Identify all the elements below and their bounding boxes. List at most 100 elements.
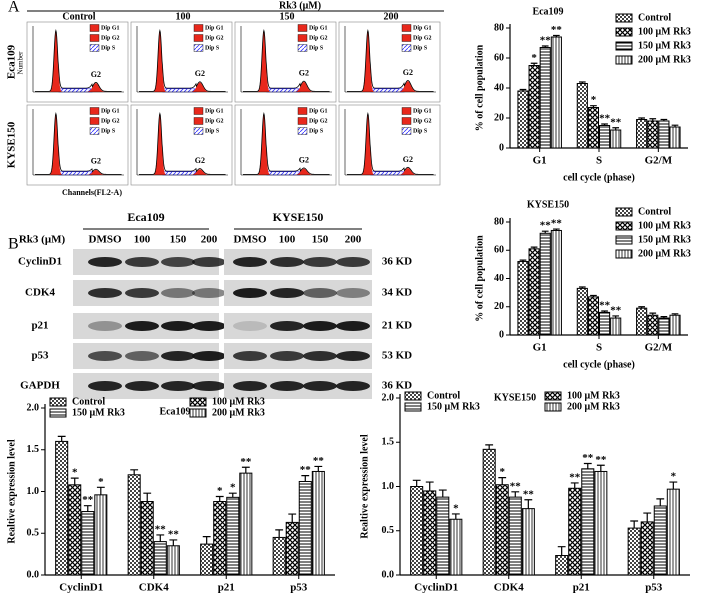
- error-bar: [530, 246, 538, 249]
- label: **: [155, 523, 167, 535]
- legend-swatch: [615, 207, 633, 217]
- error-bar: [96, 486, 105, 495]
- band: [192, 321, 226, 331]
- legend-swatch: [297, 117, 308, 125]
- label: *: [453, 502, 459, 514]
- label: 40: [494, 273, 504, 284]
- legend-swatch: [89, 127, 100, 135]
- label: **: [313, 455, 325, 467]
- error-bar: [498, 477, 507, 485]
- label: 0: [499, 142, 504, 153]
- label: Dip G1: [205, 108, 224, 114]
- band: [192, 257, 226, 267]
- legend-swatch: [49, 397, 67, 407]
- error-bar: [519, 88, 527, 91]
- error-bar: [83, 505, 92, 512]
- bar: [636, 119, 648, 149]
- legend-swatch: [401, 127, 412, 135]
- bar: [449, 518, 463, 576]
- bar: [200, 543, 214, 576]
- label: *: [72, 467, 78, 479]
- bar: [610, 317, 622, 336]
- label: 200 μM Rk3: [567, 401, 620, 412]
- dip-g1: [151, 114, 169, 175]
- dip-s: [266, 88, 301, 93]
- error-bar: [202, 535, 211, 545]
- band: [192, 381, 226, 391]
- label: **: [595, 454, 607, 466]
- label: *: [671, 471, 677, 483]
- error-bar: [438, 489, 447, 498]
- error-bar: [660, 118, 668, 121]
- error-bar: [412, 479, 421, 487]
- label: Dip S: [205, 128, 220, 134]
- label: G2: [195, 156, 205, 165]
- error-bar: [630, 520, 639, 529]
- label: 100: [176, 11, 191, 22]
- label: Control: [638, 12, 671, 23]
- legend-swatch: [401, 34, 412, 42]
- outline: [35, 111, 122, 175]
- label: 0.5: [382, 525, 395, 536]
- label: Eca109: [532, 6, 563, 17]
- dip-g2: [85, 83, 107, 92]
- label: G2: [91, 157, 101, 166]
- dip-g1: [47, 31, 65, 92]
- bar: [587, 296, 599, 336]
- bar: [666, 488, 680, 576]
- error-bar: [511, 491, 520, 498]
- bar: [239, 472, 253, 576]
- legend-swatch: [297, 44, 308, 52]
- label: **: [540, 35, 552, 47]
- dip-g1: [255, 114, 273, 175]
- label: Dip G2: [101, 118, 120, 124]
- band: [192, 351, 226, 361]
- label: **: [569, 471, 581, 483]
- dip-g1: [47, 114, 65, 175]
- label: G2: [299, 155, 309, 164]
- label: CyclinD1: [414, 582, 458, 594]
- label: *: [591, 94, 597, 106]
- legend-swatch: [89, 117, 100, 125]
- bar: [285, 521, 299, 576]
- error-bar: [57, 435, 66, 442]
- band: [125, 381, 159, 391]
- error-bar: [130, 469, 139, 475]
- band: [88, 321, 122, 331]
- bar: [640, 521, 654, 576]
- label: Control: [62, 11, 95, 22]
- error-bar: [530, 62, 538, 66]
- error-bar: [660, 316, 668, 319]
- outline: [35, 28, 122, 92]
- label: G2: [299, 69, 309, 78]
- label: **: [300, 464, 312, 476]
- band: [161, 321, 195, 331]
- dip-g1: [359, 114, 377, 175]
- bar: [568, 487, 582, 576]
- label: S: [596, 155, 602, 167]
- label: KYSE150: [494, 392, 536, 403]
- label: 200: [384, 11, 399, 22]
- bar: [550, 229, 562, 336]
- error-bar: [671, 313, 679, 316]
- dip-s: [266, 171, 301, 176]
- bar: [647, 120, 659, 149]
- label: 53 KD: [382, 350, 412, 362]
- error-bar: [541, 230, 549, 234]
- error-bar: [601, 310, 608, 313]
- error-bar: [601, 123, 608, 126]
- label: 20: [494, 112, 504, 123]
- bar: [555, 555, 569, 576]
- error-bar: [649, 312, 657, 316]
- band: [270, 288, 304, 298]
- legend-swatch: [401, 44, 412, 52]
- band: [88, 351, 122, 361]
- label: Realtive expression level: [6, 439, 17, 543]
- label: *: [217, 485, 223, 497]
- label: Dip G2: [309, 35, 328, 41]
- band: [270, 381, 304, 391]
- error-bar: [669, 481, 678, 490]
- label: Dip G1: [101, 25, 120, 31]
- bar: [653, 505, 667, 576]
- label: Dip G1: [413, 108, 432, 114]
